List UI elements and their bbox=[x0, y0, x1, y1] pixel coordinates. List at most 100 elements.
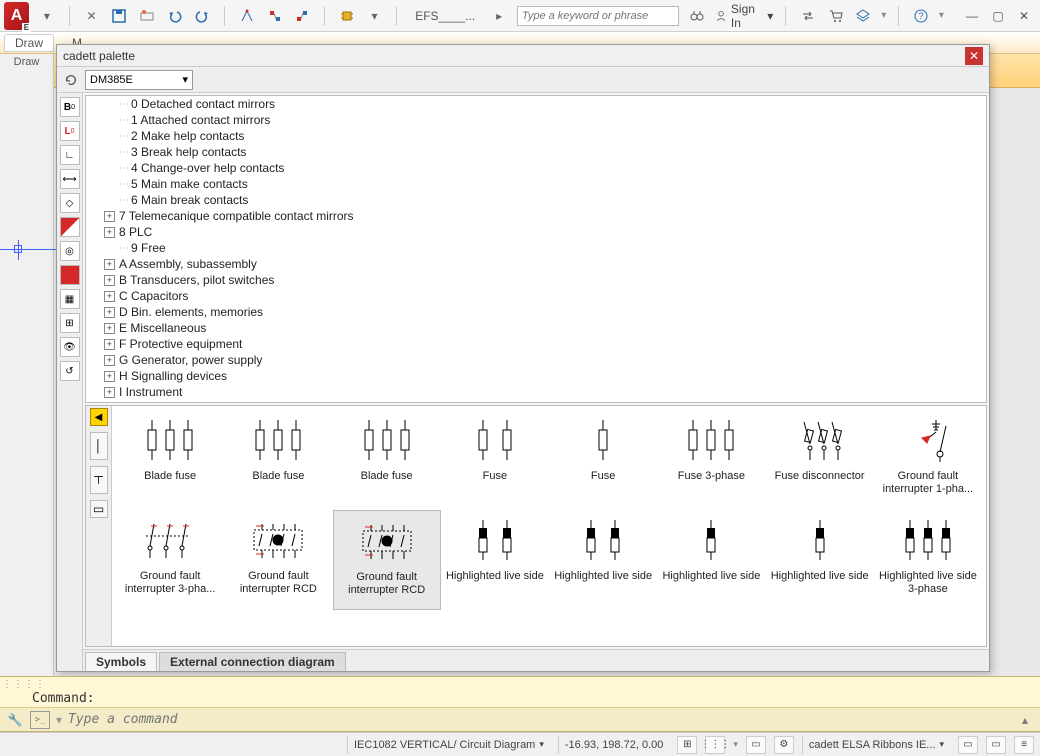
tree-item[interactable]: +D Bin. elements, memories bbox=[86, 304, 986, 320]
tool2-icon[interactable] bbox=[265, 5, 285, 27]
tree-item[interactable]: ⋯3 Break help contacts bbox=[86, 144, 986, 160]
symbol-cell[interactable]: Fuse bbox=[549, 410, 657, 510]
exchange-icon[interactable] bbox=[798, 5, 818, 27]
symbol-cell[interactable]: Highlighted live side bbox=[766, 510, 874, 610]
close-icon[interactable]: ✕ bbox=[1012, 6, 1036, 26]
sign-in-button[interactable]: Sign In ▾ bbox=[715, 2, 774, 30]
tab-symbols[interactable]: Symbols bbox=[85, 652, 157, 671]
symbol-cell[interactable]: Highlighted live side bbox=[657, 510, 765, 610]
app-store-icon[interactable] bbox=[854, 5, 874, 27]
calc-tool-icon[interactable]: ▦ bbox=[60, 289, 80, 309]
tree-item[interactable]: ⋯6 Main break contacts bbox=[86, 192, 986, 208]
symbol-cell[interactable]: Ground fault interrupter 1-pha... bbox=[874, 410, 982, 510]
view-mode-1-icon[interactable]: │ bbox=[90, 432, 108, 460]
tree-item[interactable]: ⋯4 Change-over help contacts bbox=[86, 160, 986, 176]
tree-item[interactable]: +F Protective equipment bbox=[86, 336, 986, 352]
chip-icon[interactable] bbox=[337, 5, 357, 27]
tree-item[interactable]: +8 PLC bbox=[86, 224, 986, 240]
tree-item[interactable]: +7 Telemecanique compatible contact mirr… bbox=[86, 208, 986, 224]
menu-dropdown-icon[interactable]: ▾ bbox=[37, 5, 57, 27]
tree-item[interactable]: ⋯2 Make help contacts bbox=[86, 128, 986, 144]
symbol-cell[interactable]: Blade fuse bbox=[224, 410, 332, 510]
symbol-cell[interactable]: Ground fault interrupter RCD bbox=[333, 510, 441, 610]
symbol-cell[interactable]: Blade fuse bbox=[116, 410, 224, 510]
target-tool-icon[interactable]: ◎ bbox=[60, 241, 80, 261]
command-input[interactable] bbox=[68, 712, 1010, 727]
refresh-icon[interactable] bbox=[61, 70, 81, 90]
grid-tool-icon[interactable]: ⊞ bbox=[60, 313, 80, 333]
symbol-cell[interactable]: Fuse 3-phase bbox=[657, 410, 765, 510]
maximize-icon[interactable]: ▢ bbox=[986, 6, 1010, 26]
flag-tool-icon[interactable] bbox=[60, 217, 80, 237]
bold-tool-icon[interactable]: B0 bbox=[60, 97, 80, 117]
tree-item[interactable]: +B Transducers, pilot switches bbox=[86, 272, 986, 288]
symbol-cell[interactable]: Highlighted live side bbox=[549, 510, 657, 610]
binoculars-icon[interactable] bbox=[687, 5, 707, 27]
help-icon[interactable]: ? bbox=[911, 5, 931, 27]
angle-tool-icon[interactable]: ∟ bbox=[60, 145, 80, 165]
status-tool-icon[interactable]: ▭ bbox=[746, 736, 766, 754]
layer-tool-icon[interactable]: L0 bbox=[60, 121, 80, 141]
tool3-icon[interactable] bbox=[292, 5, 312, 27]
wrench-tool-icon[interactable]: ↺ bbox=[60, 361, 80, 381]
view-mode-2-icon[interactable]: ┬ bbox=[90, 466, 108, 494]
symbol-preview-grid: Blade fuseBlade fuseBlade fuseFuseFuseFu… bbox=[112, 406, 986, 646]
tree-item[interactable]: +H Signalling devices bbox=[86, 368, 986, 384]
palette-titlebar[interactable]: cadett palette ✕ bbox=[57, 45, 989, 67]
chip-dropdown-icon[interactable]: ▾ bbox=[365, 5, 385, 27]
cmd-up-icon[interactable]: ▴ bbox=[1016, 711, 1034, 729]
measure-tool-icon[interactable]: ⟷ bbox=[60, 169, 80, 189]
red-tool-icon[interactable] bbox=[60, 265, 80, 285]
palette-close-icon[interactable]: ✕ bbox=[965, 47, 983, 65]
status-menu-icon[interactable]: ≡ bbox=[1014, 736, 1034, 754]
command-grip-icon[interactable]: ⋮⋮⋮⋮ bbox=[2, 679, 46, 690]
tab-external-connection[interactable]: External connection diagram bbox=[159, 652, 346, 671]
status-extra2-icon[interactable]: ▭ bbox=[986, 736, 1006, 754]
view-mode-3-icon[interactable]: ▭ bbox=[90, 500, 108, 518]
layout-name[interactable]: IEC1082 VERTICAL/ Circuit Diagram ▾ bbox=[347, 736, 550, 754]
doc-play-icon[interactable]: ▸ bbox=[489, 5, 509, 27]
redo-icon[interactable] bbox=[192, 5, 212, 27]
tree-item[interactable]: +I Instrument bbox=[86, 384, 986, 400]
tree-item[interactable]: ⋯1 Attached contact mirrors bbox=[86, 112, 986, 128]
symbol-preview bbox=[567, 516, 639, 564]
tree-item[interactable]: ⋯0 Detached contact mirrors bbox=[86, 96, 986, 112]
tree-item[interactable]: ⋯9 Free bbox=[86, 240, 986, 256]
collapse-icon[interactable]: ◀ bbox=[90, 408, 108, 426]
symbol-cell[interactable]: Highlighted live side bbox=[441, 510, 549, 610]
undo-icon[interactable] bbox=[165, 5, 185, 27]
symbol-tree[interactable]: ⋯0 Detached contact mirrors⋯1 Attached c… bbox=[85, 95, 987, 403]
tool1-icon[interactable] bbox=[237, 5, 257, 27]
symbol-cell[interactable]: Ground fault interrupter RCD bbox=[224, 510, 332, 610]
symbol-cell[interactable]: Fuse bbox=[441, 410, 549, 510]
workspace-name[interactable]: cadett ELSA Ribbons IE... ▾ bbox=[802, 736, 950, 754]
symbol-cell[interactable]: Ground fault interrupter 3-pha... bbox=[116, 510, 224, 610]
close-doc-icon[interactable]: ✕ bbox=[82, 5, 102, 27]
diamond-tool-icon[interactable]: ◇ bbox=[60, 193, 80, 213]
save-icon[interactable] bbox=[109, 5, 129, 27]
cmd-prompt-icon[interactable]: >_ bbox=[30, 711, 50, 729]
grid-snap-icon[interactable]: ⊞ bbox=[677, 736, 697, 754]
symbol-cell[interactable]: Fuse disconnector bbox=[766, 410, 874, 510]
symbol-cell[interactable]: Highlighted live side 3-phase bbox=[874, 510, 982, 610]
status-extra1-icon[interactable]: ▭ bbox=[958, 736, 978, 754]
tree-item[interactable]: +E Miscellaneous bbox=[86, 320, 986, 336]
tree-item[interactable]: +A Assembly, subassembly bbox=[86, 256, 986, 272]
library-dropdown[interactable]: DM385E▾ bbox=[85, 70, 193, 90]
symbol-label: Ground fault interrupter RCD bbox=[226, 570, 330, 596]
plot-icon[interactable] bbox=[137, 5, 157, 27]
symbol-cell[interactable]: Blade fuse bbox=[333, 410, 441, 510]
customize-icon[interactable]: 🔧 bbox=[6, 711, 24, 729]
tree-item[interactable]: +G Generator, power supply bbox=[86, 352, 986, 368]
tree-item[interactable]: +C Capacitors bbox=[86, 288, 986, 304]
help-search-input[interactable] bbox=[517, 6, 679, 26]
app-icon[interactable]: A bbox=[4, 2, 29, 30]
settings-icon[interactable]: ⚙ bbox=[774, 736, 794, 754]
grid-display-icon[interactable]: ⋮⋮⋮ bbox=[705, 736, 725, 754]
cart-icon[interactable] bbox=[826, 5, 846, 27]
tree-item[interactable]: ⋯5 Main make contacts bbox=[86, 176, 986, 192]
minimize-icon[interactable]: — bbox=[960, 6, 984, 26]
eye-tool-icon[interactable]: 👁 bbox=[60, 337, 80, 357]
symbol-preview bbox=[242, 516, 314, 564]
draw-tab[interactable]: Draw bbox=[4, 34, 54, 52]
